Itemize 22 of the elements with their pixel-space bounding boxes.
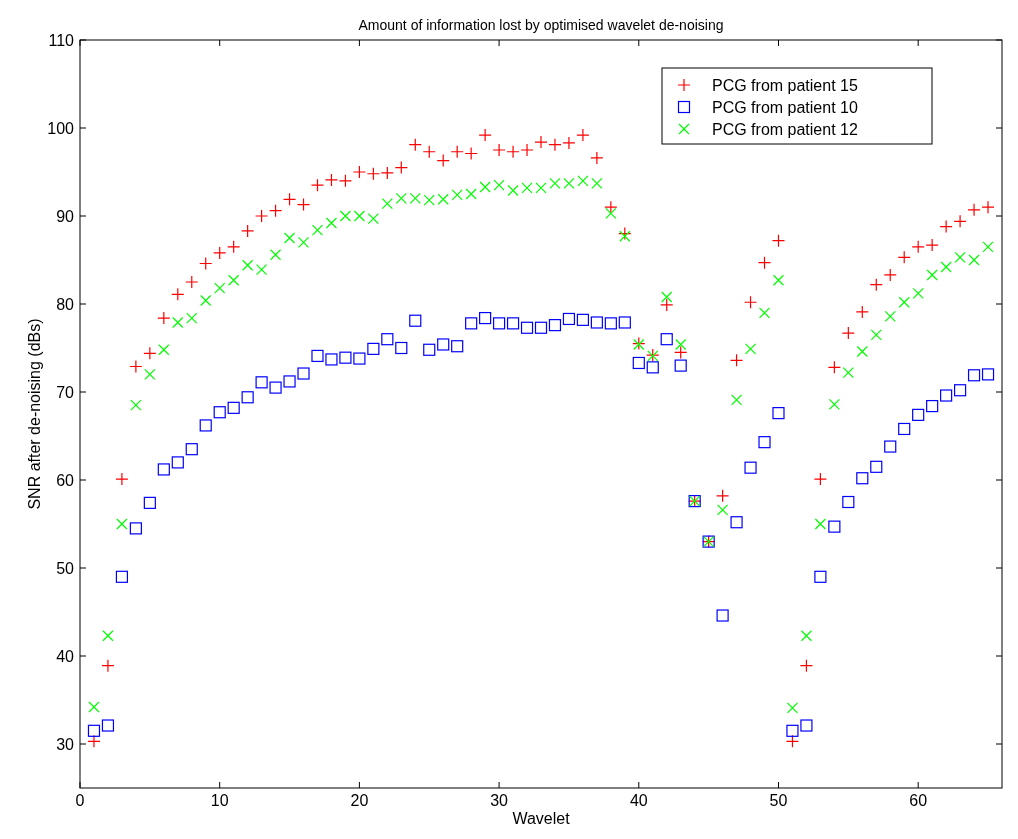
x-tick-label: 60 [909,792,928,809]
x-tick-label: 10 [210,792,229,809]
x-axis-title: Wavelet [512,810,571,827]
legend-label: PCG from patient 12 [712,121,858,138]
legend-label: PCG from patient 10 [712,99,858,116]
y-tick-label: 100 [47,120,75,137]
x-tick-label: 40 [629,792,648,809]
y-tick-label: 30 [56,736,75,753]
legend-label: PCG from patient 15 [712,77,858,94]
y-tick-label: 60 [56,472,75,489]
chart-title: Amount of information lost by optimised wavelet de-noising [358,17,724,33]
x-tick-label: 30 [490,792,509,809]
y-axis-title: SNR after de-noising (dBs) [26,318,43,510]
y-tick-label: 40 [56,648,75,665]
y-tick-label: 110 [48,32,75,49]
x-tick-label: 20 [350,792,369,809]
y-tick-label: 70 [56,384,75,401]
y-tick-label: 90 [56,208,75,225]
x-tick-label: 0 [75,792,85,809]
x-tick-label: 50 [769,792,788,809]
y-tick-label: 50 [56,560,75,577]
y-tick-label: 80 [56,296,75,313]
